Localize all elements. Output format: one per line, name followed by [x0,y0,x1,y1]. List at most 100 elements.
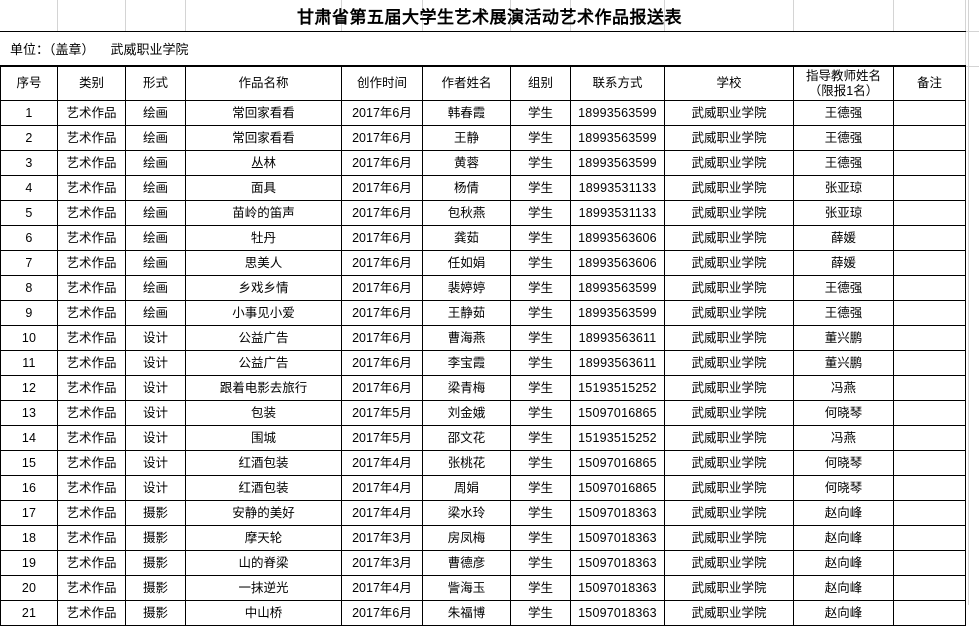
cell-group[interactable]: 学生 [510,550,571,576]
cell-created-date[interactable]: 2017年6月 [341,375,423,401]
cell-remarks[interactable] [893,275,966,301]
cell-group[interactable]: 学生 [510,350,571,376]
cell-group[interactable]: 学生 [510,400,571,426]
cell-group[interactable]: 学生 [510,225,571,251]
cell-school[interactable]: 武威职业学院 [664,450,794,476]
cell-index[interactable]: 11 [0,350,58,376]
cell-form[interactable]: 绘画 [125,125,186,151]
cell-category[interactable]: 艺术作品 [57,150,126,176]
cell-school[interactable]: 武威职业学院 [664,250,794,276]
cell-school[interactable]: 武威职业学院 [664,100,794,126]
cell-work-title[interactable]: 中山桥 [185,600,342,626]
cell-school[interactable]: 武威职业学院 [664,300,794,326]
cell-category[interactable]: 艺术作品 [57,525,126,551]
cell-contact[interactable]: 15193515252 [570,425,665,451]
cell-category[interactable]: 艺术作品 [57,100,126,126]
cell-remarks[interactable] [893,475,966,501]
cell-contact[interactable]: 15097018363 [570,500,665,526]
cell-school[interactable]: 武威职业学院 [664,325,794,351]
table-row[interactable]: 20 艺术作品 摄影 一抹逆光 2017年4月 訾海玉 学生 15097018363 武威职业学… [0,575,966,601]
cell-author[interactable]: 周娟 [422,475,511,501]
cell-created-date[interactable]: 2017年6月 [341,150,423,176]
cell-index[interactable]: 6 [0,225,58,251]
cell-work-title[interactable]: 公益广告 [185,350,342,376]
cell-author[interactable]: 李宝霞 [422,350,511,376]
cell-work-title[interactable]: 山的脊梁 [185,550,342,576]
cell-work-title[interactable]: 丛林 [185,150,342,176]
cell-advisor[interactable]: 赵向峰 [793,500,894,526]
cell-remarks[interactable] [893,525,966,551]
cell-remarks[interactable] [893,150,966,176]
cell-created-date[interactable]: 2017年6月 [341,325,423,351]
cell-group[interactable]: 学生 [510,200,571,226]
table-row[interactable]: 16 艺术作品 设计 红酒包装 2017年4月 周娟 学生 15097016865 武威职业学院… [0,475,966,501]
cell-school[interactable]: 武威职业学院 [664,225,794,251]
cell-form[interactable]: 设计 [125,450,186,476]
cell-advisor[interactable]: 董兴鹏 [793,350,894,376]
cell-index[interactable]: 3 [0,150,58,176]
table-row[interactable]: 5 艺术作品 绘画 苗岭的笛声 2017年6月 包秋燕 学生 18993531133 武威职业学… [0,200,966,226]
cell-work-title[interactable]: 苗岭的笛声 [185,200,342,226]
table-row[interactable]: 11 艺术作品 设计 公益广告 2017年6月 李宝霞 学生 18993563611 武威职业学… [0,350,966,376]
cell-index[interactable]: 13 [0,400,58,426]
cell-school[interactable]: 武威职业学院 [664,400,794,426]
cell-remarks[interactable] [893,550,966,576]
cell-contact[interactable]: 18993563599 [570,100,665,126]
cell-author[interactable]: 梁水玲 [422,500,511,526]
cell-school[interactable]: 武威职业学院 [664,200,794,226]
cell-advisor[interactable]: 张亚琼 [793,175,894,201]
cell-index[interactable]: 18 [0,525,58,551]
cell-index[interactable]: 17 [0,500,58,526]
cell-contact[interactable]: 15097018363 [570,575,665,601]
cell-remarks[interactable] [893,375,966,401]
table-row[interactable]: 10 艺术作品 设计 公益广告 2017年6月 曹海燕 学生 18993563611 武威职业学… [0,325,966,351]
cell-work-title[interactable]: 安静的美好 [185,500,342,526]
cell-remarks[interactable] [893,600,966,626]
cell-remarks[interactable] [893,450,966,476]
cell-index[interactable]: 9 [0,300,58,326]
cell-school[interactable]: 武威职业学院 [664,600,794,626]
cell-advisor[interactable]: 何晓琴 [793,475,894,501]
cell-remarks[interactable] [893,425,966,451]
cell-remarks[interactable] [893,300,966,326]
cell-work-title[interactable]: 乡戏乡情 [185,275,342,301]
cell-author[interactable]: 杨倩 [422,175,511,201]
cell-form[interactable]: 设计 [125,350,186,376]
cell-author[interactable]: 曹德彦 [422,550,511,576]
cell-form[interactable]: 绘画 [125,300,186,326]
cell-work-title[interactable]: 面具 [185,175,342,201]
cell-author[interactable]: 张桃花 [422,450,511,476]
cell-advisor[interactable]: 赵向峰 [793,575,894,601]
table-row[interactable]: 18 艺术作品 摄影 摩天轮 2017年3月 房凤梅 学生 15097018363 武威职业学院… [0,525,966,551]
cell-form[interactable]: 设计 [125,400,186,426]
cell-contact[interactable]: 15097018363 [570,550,665,576]
cell-remarks[interactable] [893,225,966,251]
cell-created-date[interactable]: 2017年6月 [341,350,423,376]
cell-created-date[interactable]: 2017年6月 [341,600,423,626]
cell-advisor[interactable]: 薛媛 [793,250,894,276]
cell-category[interactable]: 艺术作品 [57,300,126,326]
cell-remarks[interactable] [893,325,966,351]
cell-group[interactable]: 学生 [510,375,571,401]
cell-author[interactable]: 朱福博 [422,600,511,626]
cell-category[interactable]: 艺术作品 [57,450,126,476]
cell-work-title[interactable]: 牡丹 [185,225,342,251]
cell-created-date[interactable]: 2017年6月 [341,250,423,276]
cell-group[interactable]: 学生 [510,575,571,601]
cell-author[interactable]: 邵文花 [422,425,511,451]
cell-advisor[interactable]: 赵向峰 [793,600,894,626]
table-row[interactable]: 14 艺术作品 设计 围城 2017年5月 邵文花 学生 15193515252 武威职业学院冯… [0,425,966,451]
cell-contact[interactable]: 18993563611 [570,325,665,351]
cell-work-title[interactable]: 常回家看看 [185,100,342,126]
cell-index[interactable]: 15 [0,450,58,476]
cell-author[interactable]: 訾海玉 [422,575,511,601]
cell-school[interactable]: 武威职业学院 [664,275,794,301]
cell-category[interactable]: 艺术作品 [57,550,126,576]
cell-author[interactable]: 任如娟 [422,250,511,276]
cell-contact[interactable]: 18993563599 [570,125,665,151]
cell-author[interactable]: 梁青梅 [422,375,511,401]
cell-form[interactable]: 绘画 [125,100,186,126]
cell-contact[interactable]: 18993531133 [570,200,665,226]
cell-category[interactable]: 艺术作品 [57,225,126,251]
cell-group[interactable]: 学生 [510,475,571,501]
